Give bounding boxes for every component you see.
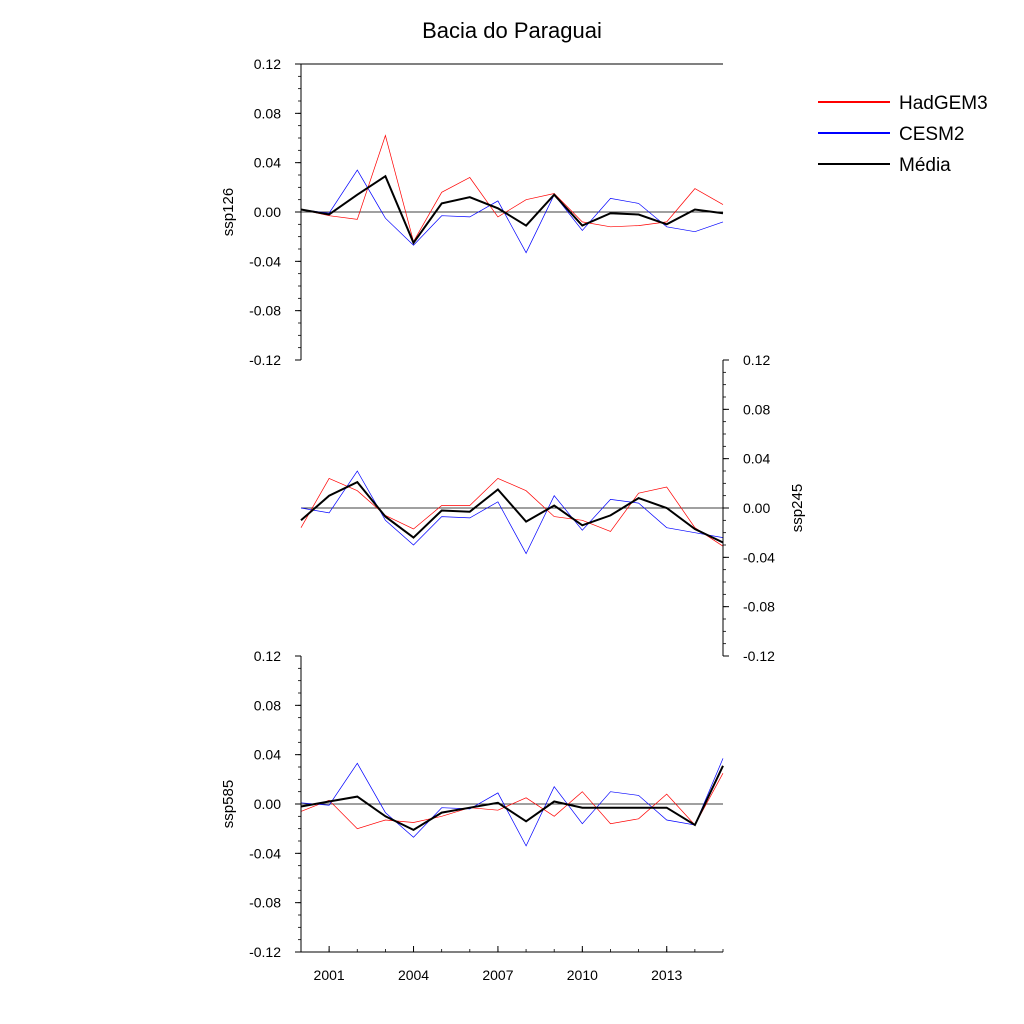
series-line-hadgem3 [300, 477, 724, 547]
x-tick-label: 2001 [314, 967, 345, 983]
y-tick-label: 0.04 [254, 155, 281, 171]
legend-item: CESM2 [818, 124, 964, 145]
legend: HadGEM3 CESM2 Média [818, 93, 988, 176]
y-axis-label: ssp585 [220, 780, 237, 828]
y-tick-label: -0.08 [249, 895, 281, 911]
y-tick-label: 0.12 [743, 352, 770, 368]
x-tick-label: 2004 [398, 967, 429, 983]
y-tick-label: 0.08 [743, 401, 770, 417]
y-tick-label: -0.12 [249, 352, 281, 368]
y-tick-label: 0.08 [254, 697, 281, 713]
series-line-hadgem3 [300, 134, 724, 243]
series-line-cesm2 [300, 470, 724, 555]
y-tick-label: -0.04 [743, 549, 775, 565]
series-line-cesm2 [300, 169, 724, 254]
legend-label: Média [899, 155, 951, 176]
y-tick-label: 0.04 [743, 451, 770, 467]
y-tick-label: -0.04 [249, 845, 281, 861]
y-tick-label: -0.12 [743, 648, 775, 664]
legend-item: Média [818, 155, 951, 176]
y-tick-label: 0.04 [254, 747, 281, 763]
y-tick-label: 0.00 [743, 500, 770, 516]
series-line-mdia [300, 174, 724, 245]
chart-title: Bacia do Paraguai [422, 18, 602, 43]
y-tick-label: 0.12 [254, 56, 281, 72]
legend-label: HadGEM3 [899, 93, 988, 114]
legend-label: CESM2 [899, 124, 964, 145]
panel-ssp245: 0.12 0.08 0.04 0.00 -0.04 -0.08 -0.12 ssp245 [300, 352, 806, 664]
y-tick-label: -0.08 [249, 303, 281, 319]
x-tick-label: 2007 [482, 967, 513, 983]
legend-item: HadGEM3 [818, 93, 988, 114]
y-tick-label: 0.08 [254, 105, 281, 121]
y-tick-label: -0.08 [743, 599, 775, 615]
y-axis-label: ssp126 [220, 188, 237, 236]
y-tick-label: 0.00 [254, 796, 281, 812]
y-axis-label: ssp245 [789, 484, 806, 532]
y-tick-label: -0.04 [249, 253, 281, 269]
series-line-mdia [300, 480, 724, 544]
panels: 0.120.080.040.00-0.04-0.08-0.12ssp1260.1… [220, 56, 806, 983]
panel-ssp585: 0.12 0.08 0.04 0.00 -0.04 -0.08 -0.12 ssp585 200… [220, 648, 724, 983]
series-line-mdia [300, 765, 724, 832]
y-tick-label: -0.12 [249, 944, 281, 960]
y-tick-label: 0.12 [254, 648, 281, 664]
y-tick-label: 0.00 [254, 204, 281, 220]
panel-ssp126: 0.12 0.08 0.04 0.00 -0.04 -0.08 -0.12 ssp126 [220, 56, 724, 368]
x-tick-label: 2010 [567, 967, 598, 983]
x-tick-label: 2013 [651, 967, 682, 983]
series-line-hadgem3 [300, 773, 724, 830]
